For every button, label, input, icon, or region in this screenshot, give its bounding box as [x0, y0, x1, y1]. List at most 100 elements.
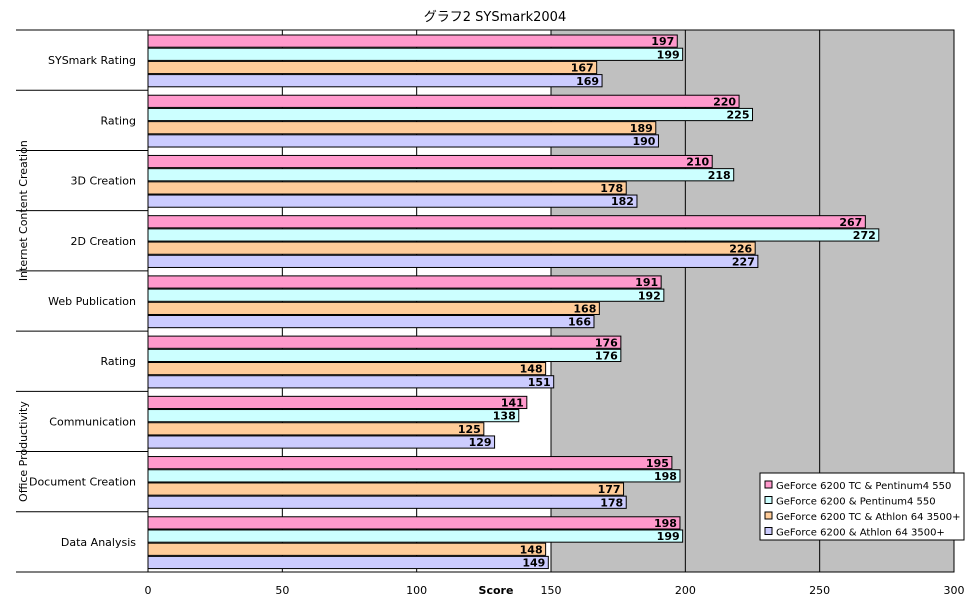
bar: [147, 154, 713, 169]
legend-item: GeForce 6200 & Athlon 64 3500+: [764, 527, 945, 539]
bar: [147, 288, 665, 302]
bar: [147, 435, 496, 449]
data-label: 176: [595, 350, 618, 363]
bar: [147, 74, 603, 88]
x-tick-label: 100: [406, 584, 427, 597]
x-tick-label: 200: [675, 584, 696, 597]
bar: [147, 181, 627, 195]
legend-box: [759, 472, 965, 541]
chart-title: グラフ2 SYSmark2004: [424, 10, 566, 25]
data-label: 129: [469, 436, 492, 449]
bar: [147, 469, 681, 483]
data-label: 210: [686, 156, 709, 169]
legend-label: GeForce 6200 TC & Pentinum4 550: [776, 481, 951, 492]
data-label: 168: [573, 302, 596, 315]
group-label: Office Productivity: [17, 401, 30, 502]
x-tick-label: 300: [944, 584, 965, 597]
bar: [147, 241, 756, 255]
data-label: 272: [853, 229, 876, 242]
bar: [147, 555, 549, 570]
legend-swatch: [764, 511, 773, 520]
data-label: 227: [732, 255, 755, 268]
category-label: 3D Creation: [70, 175, 136, 188]
legend-label: GeForce 6200 & Athlon 64 3500+: [776, 528, 945, 539]
bar: [147, 275, 662, 289]
bar: [147, 395, 528, 410]
group-label: Internet Content Creation: [17, 140, 30, 281]
data-label: 148: [520, 543, 543, 556]
legend-swatch: [764, 496, 773, 504]
bar: [147, 335, 622, 349]
legend: GeForce 6200 TC & Pentinum4 550 GeForce 6…: [759, 472, 965, 541]
data-label: 220: [713, 95, 736, 108]
data-label: 178: [600, 496, 623, 509]
category-label: Communication: [49, 415, 136, 428]
x-tick-label: 250: [809, 584, 830, 597]
data-label: 176: [595, 336, 618, 349]
bar: [147, 495, 627, 509]
legend-label: GeForce 6200 & Pentinum4 550: [776, 497, 936, 508]
category-label: Document Creation: [29, 476, 136, 489]
bar: [147, 375, 555, 389]
legend-swatch: [764, 480, 773, 489]
bar: [147, 422, 485, 436]
bar: [147, 107, 753, 122]
data-label: 138: [493, 410, 516, 423]
category-label: Rating: [101, 355, 136, 368]
data-label: 141: [501, 397, 524, 410]
bar: [147, 362, 547, 376]
data-label: 198: [654, 517, 677, 530]
data-label: 149: [522, 557, 545, 570]
data-label: 169: [576, 75, 599, 88]
data-label: 166: [568, 316, 591, 329]
data-label: 199: [657, 48, 680, 61]
bar: [147, 47, 684, 61]
category-label: Data Analysis: [61, 536, 136, 549]
bar: [147, 215, 866, 229]
category-label: 2D Creation: [70, 235, 136, 248]
bar: [147, 456, 673, 470]
legend-item: GeForce 6200 TC & Pentinum4 550: [764, 480, 951, 492]
data-label: 189: [630, 122, 653, 135]
bar: [147, 194, 638, 208]
data-label: 198: [654, 470, 677, 483]
x-tick-label: 150: [541, 584, 562, 597]
category-label: Rating: [101, 114, 136, 127]
legend-item: GeForce 6200 TC & Athlon 64 3500+: [764, 511, 961, 523]
data-label: 182: [611, 195, 634, 208]
x-tick-label: 0: [145, 584, 152, 597]
data-label: 267: [839, 216, 862, 229]
bar: [147, 228, 880, 242]
data-label: 178: [600, 182, 623, 195]
data-label: 195: [646, 457, 669, 470]
bar: [147, 254, 759, 268]
data-label: 218: [708, 169, 731, 182]
x-tick-label: 50: [275, 584, 289, 597]
category-label: Web Publication: [48, 295, 136, 308]
bar: [147, 60, 598, 75]
bar: [147, 482, 625, 496]
bar: [147, 301, 600, 315]
bar: [147, 314, 595, 329]
bar: [147, 529, 684, 543]
bar: [147, 542, 547, 556]
bar: [147, 121, 657, 135]
data-label: 190: [632, 135, 655, 148]
data-label: 191: [635, 276, 658, 289]
data-label: 225: [727, 109, 750, 122]
data-label: 148: [520, 363, 543, 376]
legend-item: GeForce 6200 & Pentinum4 550: [764, 496, 936, 508]
legend-swatch: [764, 527, 773, 535]
data-label: 199: [657, 530, 680, 543]
category-label: SYSmark Rating: [48, 54, 136, 67]
data-label: 197: [651, 35, 674, 48]
data-label: 125: [458, 423, 481, 436]
data-label: 192: [638, 289, 661, 302]
legend-label: GeForce 6200 TC & Athlon 64 3500+: [776, 512, 961, 523]
bar: [147, 348, 622, 363]
bar: [147, 409, 520, 423]
bar: [147, 168, 735, 182]
data-label: 226: [729, 242, 752, 255]
bar: [147, 134, 659, 148]
